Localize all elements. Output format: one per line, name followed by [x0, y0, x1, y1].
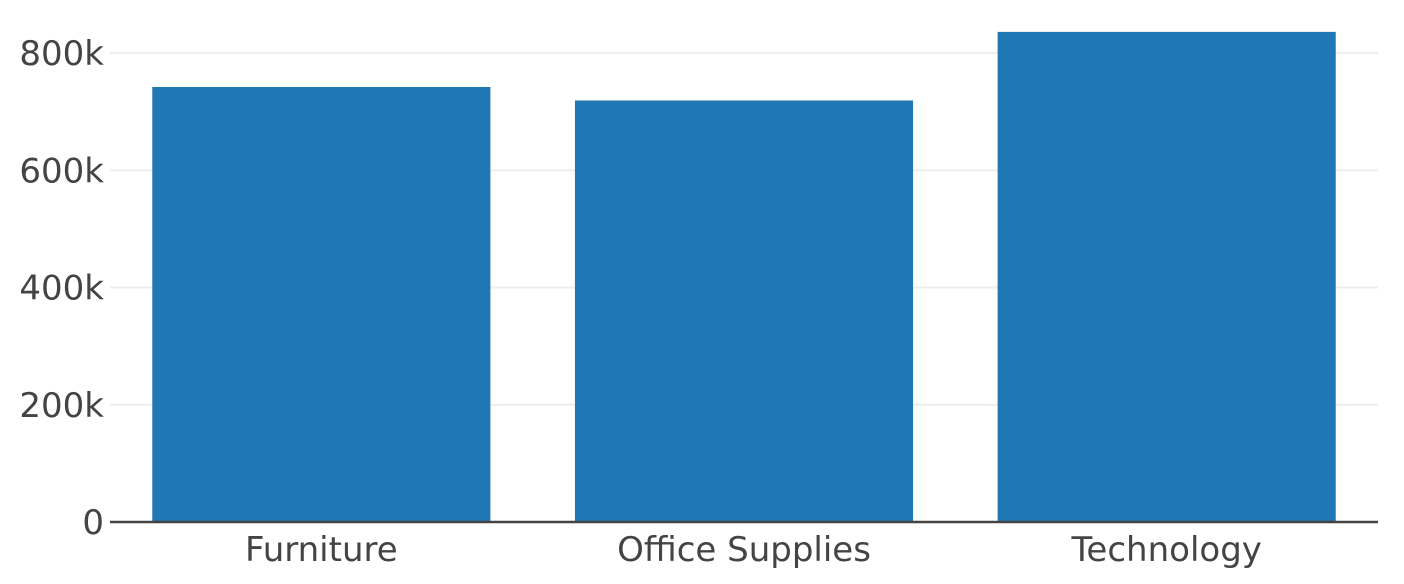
y-tick-label: 600k	[19, 151, 104, 191]
y-tick-label: 800k	[19, 34, 104, 74]
x-tick-label: Furniture	[245, 530, 398, 570]
y-tick-label: 0	[82, 503, 104, 543]
x-tick-label: Technology	[1070, 530, 1261, 570]
x-tick-label: Office Supplies	[617, 530, 871, 570]
y-axis-tick-labels: 0 200k 400k 600k 800k	[19, 34, 104, 543]
bar-office-supplies	[574, 100, 914, 522]
bar-furniture	[152, 87, 491, 522]
y-tick-label: 200k	[19, 386, 104, 426]
bar-technology	[997, 31, 1336, 523]
bars	[152, 31, 1336, 523]
y-tick-label: 400k	[19, 269, 104, 309]
x-axis-tick-labels: Furniture Office Supplies Technology	[245, 530, 1262, 570]
